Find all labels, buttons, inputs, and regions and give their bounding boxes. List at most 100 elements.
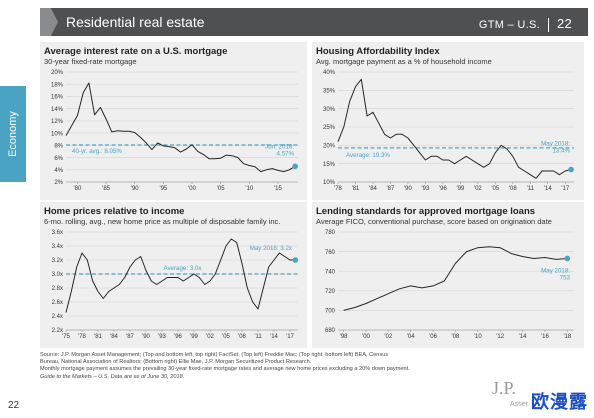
latest-label: 13.4% — [552, 148, 570, 155]
y-tick-label: 12% — [51, 119, 64, 125]
chart-svg: 10% 15% 20% 25% 30% 35% 40% '78 '81 '84 '87 '90 '93 '… — [323, 70, 574, 192]
y-tick-label: 720 — [325, 289, 336, 295]
section-tab-label: Economy — [7, 111, 19, 157]
latest-label: 4.57% — [276, 150, 294, 157]
x-tick-label: '95 — [159, 186, 167, 192]
average-label: 40-yr. avg.: 8.05% — [72, 148, 122, 155]
x-tick-label: '99 — [190, 334, 198, 340]
section-tab: Economy — [0, 86, 26, 182]
chart-subtitle: 30-year fixed-rate mortgage — [44, 57, 137, 66]
series-line — [65, 238, 296, 313]
y-tick-label: 4% — [54, 168, 63, 174]
y-tick-label: 16% — [51, 95, 64, 101]
x-tick-label: '15 — [274, 186, 282, 192]
x-tick-label: '14 — [544, 186, 552, 192]
plot-area — [338, 232, 574, 330]
latest-label: May 2018: — [541, 141, 570, 148]
chart-svg: 2.2x 2.4x 2.6x 2.8x 3.0x 3.2x 3.4x 3.6x '75 '78 '8… — [52, 230, 299, 340]
x-tick-label: '17 — [286, 334, 294, 340]
y-tick-label: 700 — [325, 309, 336, 315]
chart-title: Home prices relative to income — [44, 206, 185, 217]
x-tick-label: '78 — [334, 186, 342, 192]
x-tick-label: '78 — [78, 334, 86, 340]
x-tick-label: '85 — [102, 186, 110, 192]
x-tick-label: '05 — [222, 334, 230, 340]
y-tick-label: 20% — [51, 70, 64, 76]
chevron-icon — [40, 8, 58, 36]
y-tick-label: 35% — [323, 89, 336, 95]
x-tick-label: '14 — [519, 334, 527, 340]
y-tick-label: 8% — [54, 144, 63, 150]
x-tick-label: '12 — [496, 334, 504, 340]
latest-point-marker — [568, 166, 574, 173]
brand-subtext: Asset — [510, 401, 528, 408]
x-tick-label: '08 — [509, 186, 517, 192]
chart-panel-affordability: Housing Affordability Index Avg. mortgag… — [312, 42, 584, 200]
x-tick-label: '18 — [563, 334, 571, 340]
chart-subtitle: 6-mo. rolling, avg., new home price as m… — [44, 217, 281, 226]
y-tick-label: 3.4x — [52, 244, 63, 250]
x-tick-label: '02 — [474, 186, 482, 192]
x-tick-label: '17 — [561, 186, 569, 192]
x-tick-label: '00 — [188, 186, 196, 192]
x-tick-label: '04 — [407, 334, 415, 340]
footnote-line: Bureau, National Association of Realtors… — [40, 359, 312, 366]
x-tick-label: '90 — [142, 334, 150, 340]
header-meta: GTM – U.S. 22 — [478, 16, 572, 33]
average-label: Average: 19.3% — [346, 152, 390, 159]
y-tick-label: 680 — [325, 328, 336, 334]
plot-area — [66, 72, 298, 182]
latest-point-marker — [292, 163, 298, 170]
x-tick-label: '99 — [456, 186, 464, 192]
source-footnote: Source: J.P. Morgan Asset Management; (T… — [40, 352, 490, 381]
x-tick-label: '08 — [238, 334, 246, 340]
chart-title: Housing Affordability Index — [316, 46, 440, 57]
y-tick-label: 10% — [323, 180, 336, 186]
latest-label: Jun. 2018: — [265, 143, 294, 150]
x-tick-label: '90 — [404, 186, 412, 192]
brand-logo: J.P. — [492, 378, 517, 398]
latest-point-marker — [292, 257, 299, 263]
chart-svg: 2% 4% 6% 8% 10% 12% 14% 16% 18% 20% '80 '85 '90 '95 '0… — [51, 70, 298, 192]
x-tick-label: '84 — [110, 334, 118, 340]
header-divider — [547, 18, 549, 33]
x-tick-label: '81 — [352, 186, 360, 192]
x-tick-label: '93 — [158, 334, 166, 340]
watermark: 欧漫露 — [531, 392, 588, 412]
chart-title: Average interest rate on a U.S. mortgage — [44, 46, 228, 57]
x-tick-label: '14 — [270, 334, 278, 340]
y-tick-label: 760 — [325, 250, 336, 256]
x-tick-label: '05 — [491, 186, 499, 192]
x-tick-label: '84 — [369, 186, 377, 192]
y-tick-label: 3.2x — [52, 258, 63, 264]
y-tick-label: 40% — [323, 70, 336, 76]
x-tick-label: '87 — [126, 334, 134, 340]
y-tick-label: 25% — [323, 125, 336, 131]
x-tick-label: '98 — [340, 334, 348, 340]
footnote-line: Source: J.P. Morgan Asset Management; (T… — [40, 352, 389, 358]
x-tick-label: '00 — [362, 334, 370, 340]
x-tick-label: '02 — [206, 334, 214, 340]
series-line — [65, 82, 296, 173]
x-tick-label: '81 — [94, 334, 102, 340]
latest-label: 753 — [560, 274, 571, 281]
x-tick-label: '06 — [429, 334, 437, 340]
y-tick-label: 740 — [325, 269, 336, 275]
page-number: 22 — [8, 400, 20, 411]
x-tick-label: '93 — [421, 186, 429, 192]
header-bar: Residential real estate GTM – U.S. 22 — [40, 8, 588, 36]
x-tick-label: '90 — [131, 186, 139, 192]
y-tick-label: 780 — [325, 230, 336, 236]
chart-panel-price-to-income: Home prices relative to income 6-mo. rol… — [40, 202, 307, 348]
region-label: GTM – U.S. — [478, 19, 540, 31]
plot-area — [66, 232, 298, 330]
y-tick-label: 3.0x — [52, 272, 63, 278]
y-tick-label: 14% — [51, 107, 64, 113]
x-tick-label: '10 — [474, 334, 482, 340]
x-tick-label: '75 — [62, 334, 70, 340]
chart-subtitle: Avg. mortgage payment as a % of househol… — [316, 57, 492, 66]
x-tick-label: '08 — [452, 334, 460, 340]
header-page-number: 22 — [556, 16, 572, 31]
y-tick-label: 10% — [51, 131, 64, 137]
chart-title: Lending standards for approved mortgage … — [316, 206, 536, 217]
